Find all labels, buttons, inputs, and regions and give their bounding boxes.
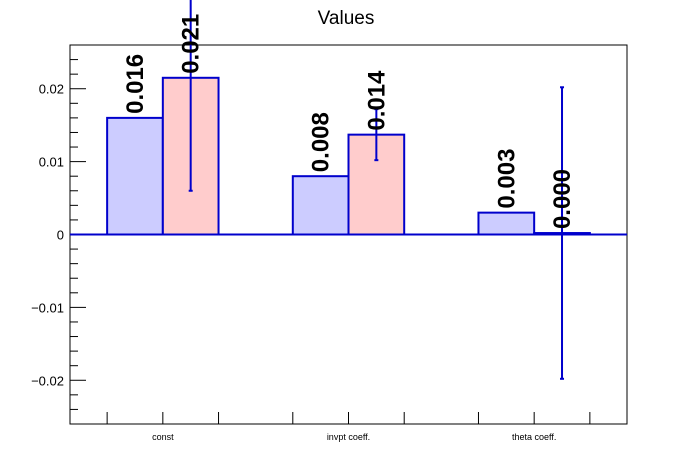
data-label: 0.016 [122, 54, 149, 114]
x-tick-label: theta coeff. [512, 432, 556, 442]
bar [106, 116, 164, 236]
y-tick-label: −0.01 [31, 300, 64, 315]
data-label: 0.000 [549, 169, 576, 229]
data-label: 0.008 [308, 112, 335, 172]
data-label: 0.014 [363, 70, 390, 131]
chart-title: Values [318, 8, 375, 29]
y-tick-label: −0.02 [31, 373, 64, 388]
y-tick-label: 0.01 [39, 155, 64, 170]
y-tick-label: 0 [57, 228, 64, 243]
data-label: 0.003 [493, 149, 520, 209]
bar [291, 175, 350, 236]
plot-area: −0.02 −0.01 0 0.01 0.02 const invpt coeff. thet… [31, 0, 628, 442]
bar [477, 211, 536, 236]
x-tick-label: const [152, 432, 174, 442]
data-label: 0.021 [178, 14, 205, 74]
y-tick-label: 0.02 [39, 82, 64, 97]
x-tick-label: invpt coeff. [327, 432, 370, 442]
